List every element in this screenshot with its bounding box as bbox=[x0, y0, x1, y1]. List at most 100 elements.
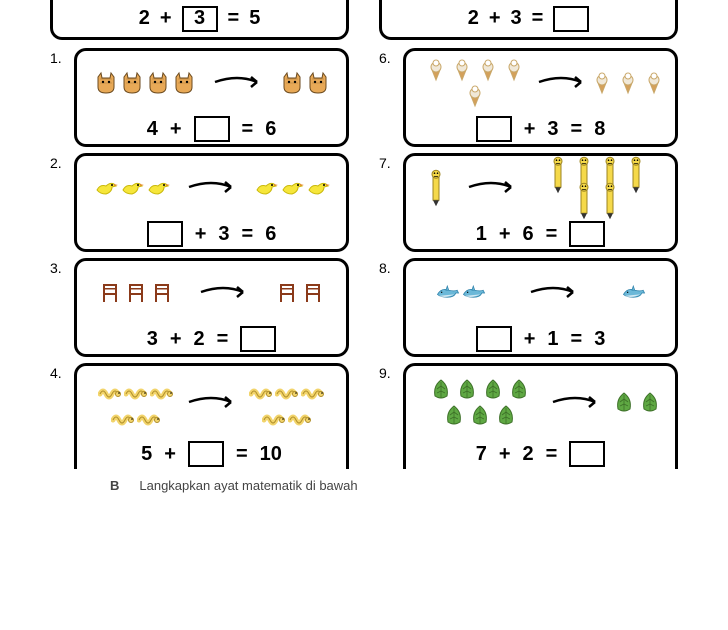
left-icon-group bbox=[94, 71, 196, 95]
problem-wrap: 4.5+=10 bbox=[50, 363, 349, 469]
picture-area bbox=[77, 51, 346, 114]
leaf-icon bbox=[455, 378, 479, 402]
leaf-icon bbox=[442, 404, 466, 428]
ex-r-eq: = bbox=[532, 7, 544, 30]
worm-icon bbox=[111, 404, 135, 428]
bird-icon bbox=[254, 176, 278, 200]
problem-box: 1+6= bbox=[403, 153, 678, 252]
worm-icon bbox=[301, 378, 325, 402]
right-icon-group bbox=[275, 281, 325, 305]
picture-area bbox=[77, 261, 346, 324]
equation-term: 4 bbox=[147, 118, 158, 141]
answer-blank[interactable] bbox=[240, 326, 276, 352]
problem-wrap: 7.1+6= bbox=[379, 153, 678, 252]
equation-area: 3+2= bbox=[77, 324, 346, 354]
worm-icon bbox=[249, 378, 273, 402]
icecream-icon bbox=[502, 58, 526, 82]
icecream-icon bbox=[450, 58, 474, 82]
problem-number: 1. bbox=[50, 48, 74, 66]
equation-term: 6 bbox=[265, 223, 276, 246]
equation-area: +3=8 bbox=[406, 114, 675, 144]
problem-number: 2. bbox=[50, 153, 74, 171]
problem-box: 4+=6 bbox=[74, 48, 349, 147]
plus-sign: + bbox=[170, 328, 182, 351]
problem-box: 7+2= bbox=[403, 363, 678, 469]
cat-icon bbox=[120, 71, 144, 95]
equation-term: 3 bbox=[594, 328, 605, 351]
section-b-label: B bbox=[110, 478, 119, 493]
icecream-icon bbox=[616, 71, 640, 95]
arrow-icon bbox=[187, 387, 237, 419]
right-icon-group bbox=[590, 71, 666, 95]
example-right: 2 + 3 = bbox=[379, 0, 678, 40]
problem-number: 9. bbox=[379, 363, 403, 381]
problem-box: 5+=10 bbox=[74, 363, 349, 469]
ex-l-b-box: 3 bbox=[182, 6, 218, 32]
right-icon-group bbox=[237, 378, 339, 428]
pencil-icon bbox=[424, 176, 448, 200]
arrow-icon bbox=[199, 277, 249, 309]
ex-l-eq: = bbox=[228, 7, 240, 30]
answer-blank[interactable] bbox=[147, 221, 183, 247]
left-icon-group bbox=[98, 281, 174, 305]
arrow-icon bbox=[187, 172, 237, 204]
bird-icon bbox=[94, 176, 118, 200]
cat-icon bbox=[306, 71, 330, 95]
leaf-icon bbox=[429, 378, 453, 402]
problem-wrap: 3.3+2= bbox=[50, 258, 349, 357]
worm-icon bbox=[124, 378, 148, 402]
left-icon-group bbox=[415, 58, 535, 108]
right-icon-group bbox=[622, 281, 646, 305]
right-column: 6.+3=87.1+6=8.+1=39.7+2= bbox=[379, 48, 678, 475]
equation-term: 3 bbox=[547, 118, 558, 141]
answer-blank[interactable] bbox=[569, 221, 605, 247]
bird-icon bbox=[306, 176, 330, 200]
left-icon-group bbox=[94, 176, 170, 200]
right-icon-group bbox=[537, 163, 657, 213]
bottom-instruction: Langkapkan ayat matematik di bawah bbox=[139, 478, 357, 493]
worm-icon bbox=[288, 404, 312, 428]
leaf-icon bbox=[494, 404, 518, 428]
right-icon-group bbox=[612, 391, 662, 415]
picture-area bbox=[406, 261, 675, 324]
ex-r-c-box[interactable] bbox=[553, 6, 589, 32]
chair-icon bbox=[301, 281, 325, 305]
picture-area bbox=[406, 51, 675, 114]
ex-r-a: 2 bbox=[468, 7, 479, 30]
answer-blank[interactable] bbox=[476, 326, 512, 352]
chair-icon bbox=[98, 281, 122, 305]
equation-area: 7+2= bbox=[406, 439, 675, 469]
problem-number: 8. bbox=[379, 258, 403, 276]
arrow-icon bbox=[467, 172, 517, 204]
plus-sign: + bbox=[499, 223, 511, 246]
leaf-icon bbox=[468, 404, 492, 428]
equation-term: 2 bbox=[523, 443, 534, 466]
right-icon-group bbox=[254, 176, 330, 200]
answer-blank[interactable] bbox=[569, 441, 605, 467]
equals-sign: = bbox=[217, 328, 229, 351]
plus-sign: + bbox=[499, 443, 511, 466]
worm-icon bbox=[137, 404, 161, 428]
problem-wrap: 9. 7+2= bbox=[379, 363, 678, 469]
problem-box: +3=6 bbox=[74, 153, 349, 252]
right-icon-group bbox=[280, 71, 330, 95]
chair-icon bbox=[275, 281, 299, 305]
equation-area: +1=3 bbox=[406, 324, 675, 354]
chair-icon bbox=[124, 281, 148, 305]
ex-r-b: 3 bbox=[511, 7, 522, 30]
icecream-icon bbox=[642, 71, 666, 95]
left-column: 1.4+=62.+3=63.3+2=4.5+=10 bbox=[50, 48, 349, 475]
picture-area bbox=[406, 366, 675, 439]
answer-blank[interactable] bbox=[188, 441, 224, 467]
answer-blank[interactable] bbox=[476, 116, 512, 142]
bottom-cut-text: B Langkapkan ayat matematik di bawah bbox=[0, 475, 728, 495]
answer-blank[interactable] bbox=[194, 116, 230, 142]
icecream-icon bbox=[463, 84, 487, 108]
picture-area bbox=[406, 156, 675, 219]
left-icon-group bbox=[420, 378, 540, 428]
equation-term: 5 bbox=[141, 443, 152, 466]
equals-sign: = bbox=[546, 223, 558, 246]
example-row: 2 + 3 = 5 2 + 3 = bbox=[0, 0, 728, 40]
dolphin-icon bbox=[462, 281, 486, 305]
cat-icon bbox=[280, 71, 304, 95]
